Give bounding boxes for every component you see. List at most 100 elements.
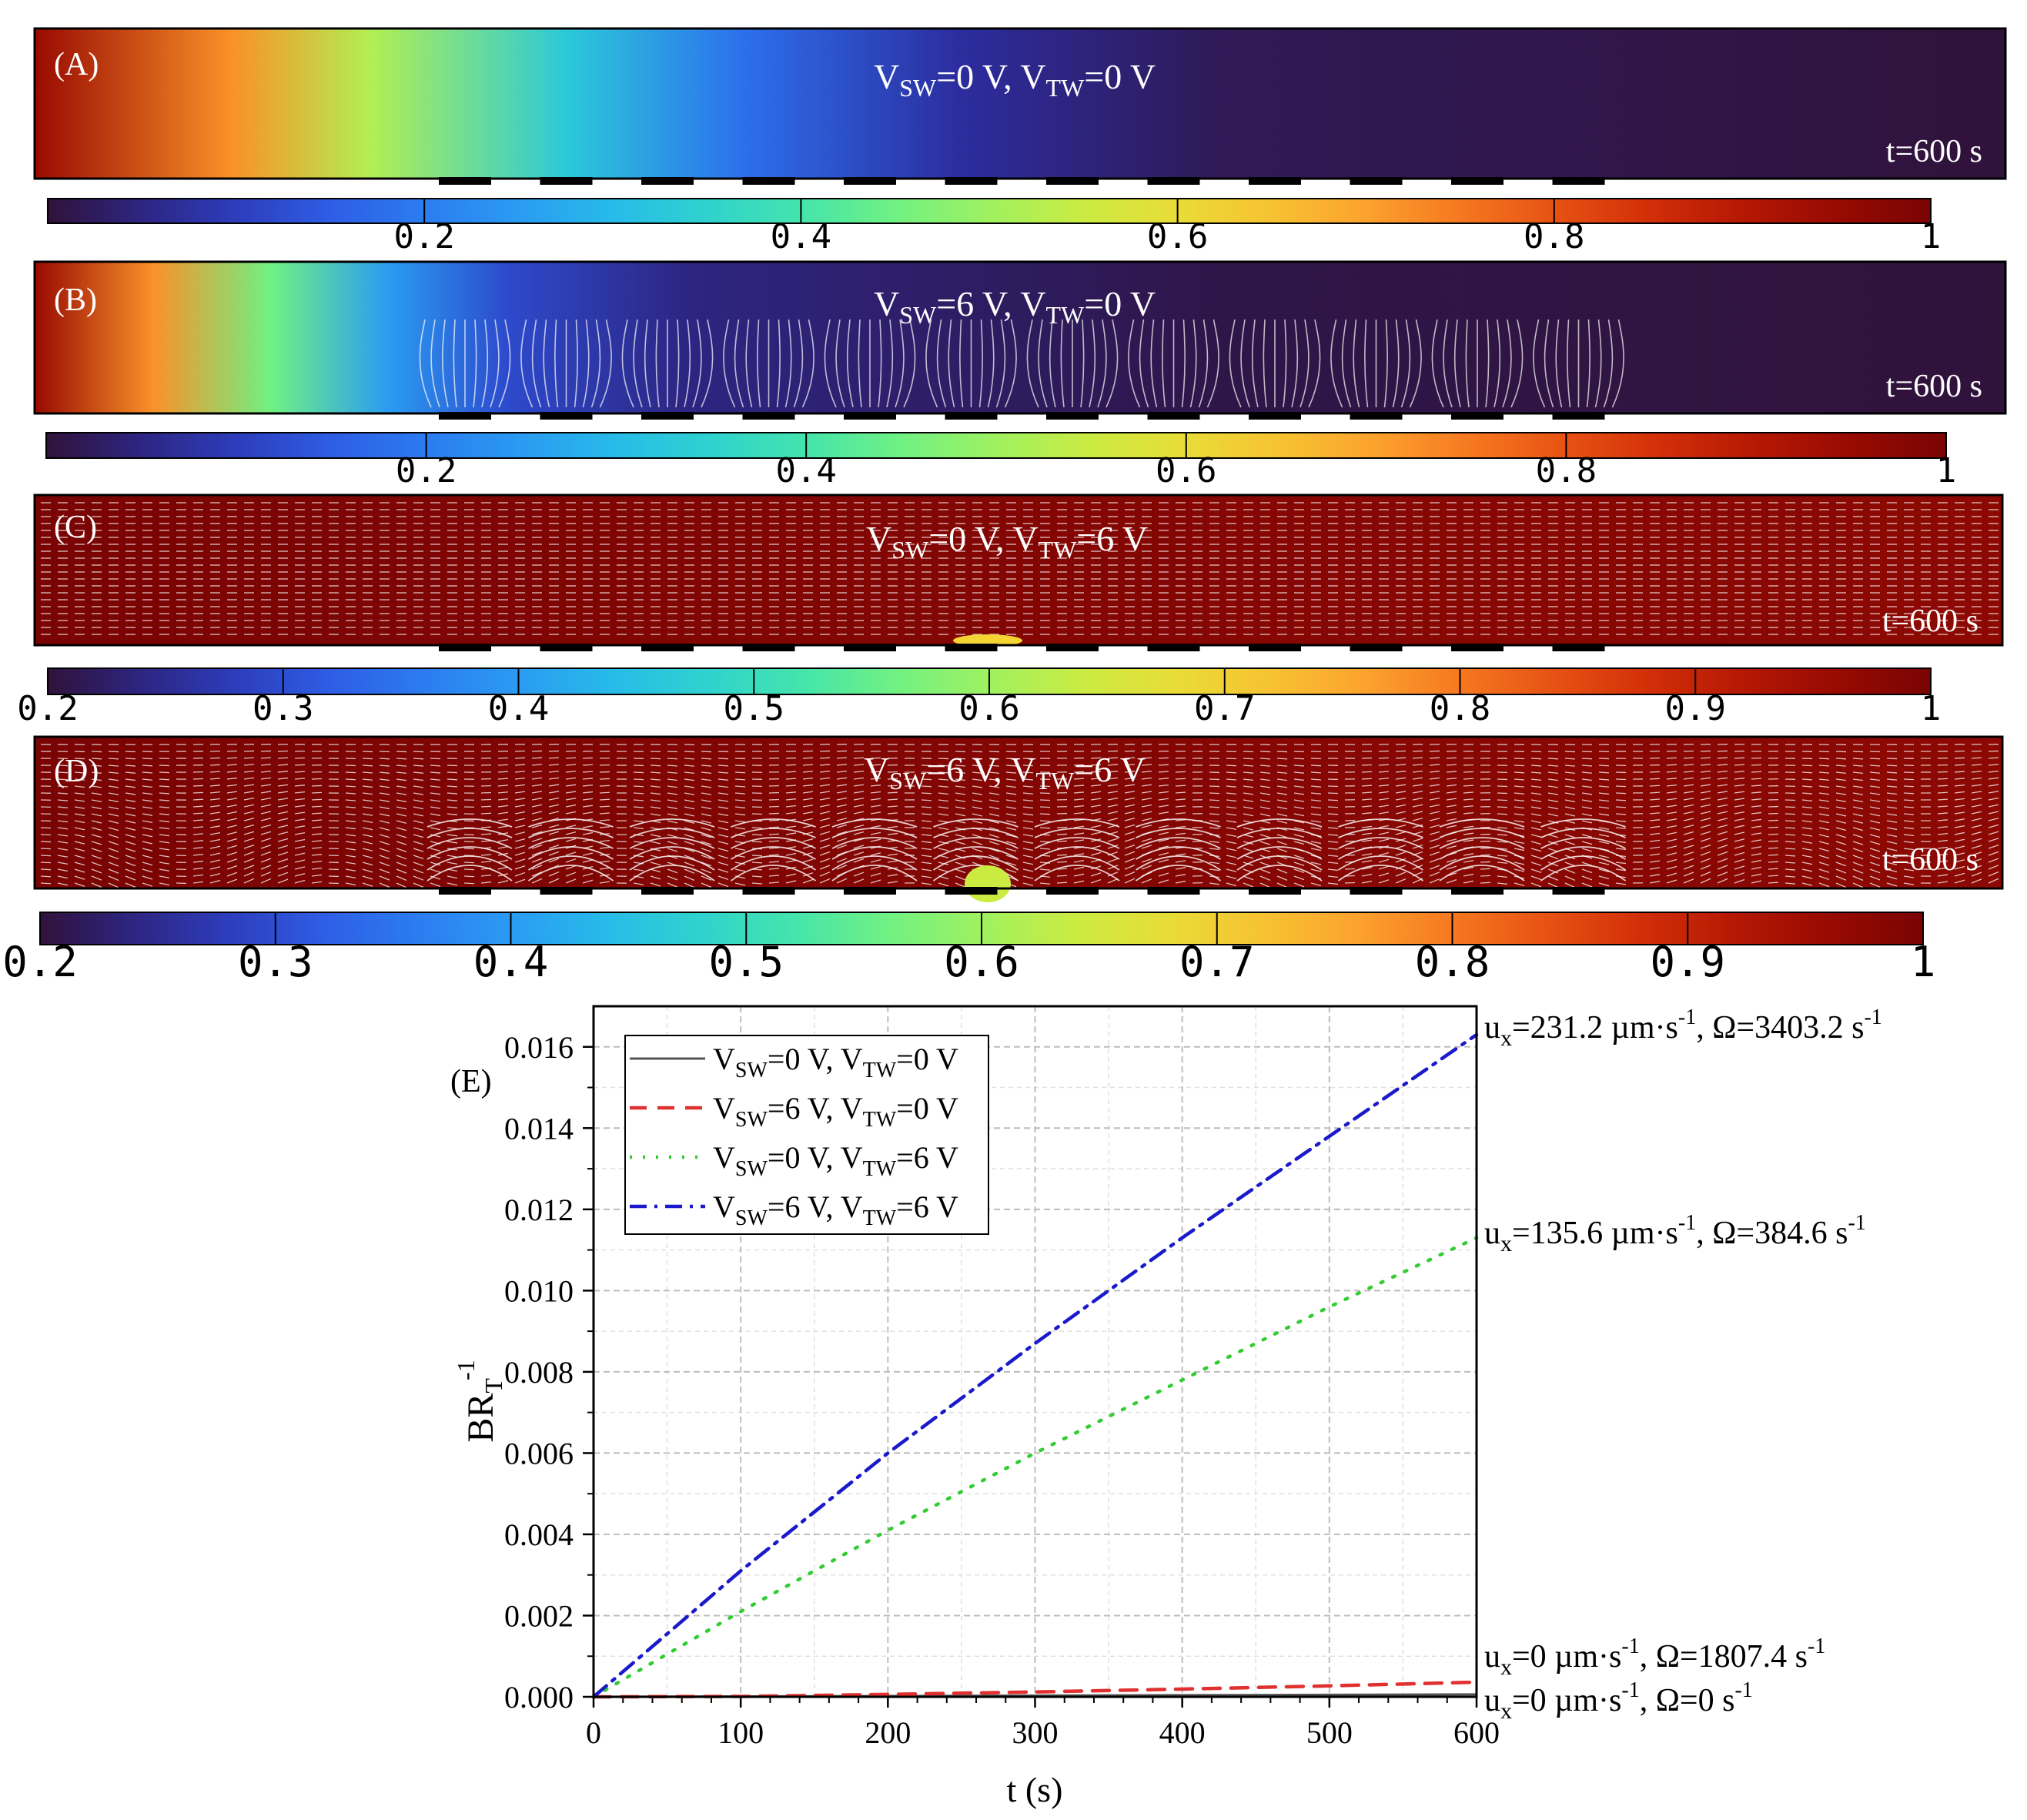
electrode bbox=[1046, 412, 1099, 420]
velocity-arrow bbox=[548, 851, 560, 856]
velocity-arrow bbox=[243, 824, 255, 828]
velocity-arrow bbox=[345, 827, 356, 830]
velocity-arrow bbox=[1429, 818, 1440, 821]
velocity-arrow bbox=[1852, 792, 1864, 795]
velocity-arrow bbox=[1395, 858, 1407, 863]
velocity-arrow bbox=[1429, 764, 1440, 766]
velocity-arrow bbox=[1209, 882, 1220, 885]
velocity-arrow bbox=[1734, 878, 1745, 884]
velocity-arrow bbox=[1869, 820, 1881, 824]
velocity-arrow bbox=[921, 813, 932, 815]
velocity-arrow bbox=[717, 820, 729, 824]
velocity-arrow bbox=[701, 785, 712, 788]
panel-c: (C) VSW=0 V, VTW=6 V t=600 s bbox=[33, 493, 2004, 651]
velocity-arrow bbox=[209, 778, 221, 780]
velocity-arrow bbox=[1988, 784, 1999, 787]
velocity-arrow bbox=[650, 882, 661, 887]
vortex-arrow bbox=[757, 319, 761, 408]
velocity-arrow bbox=[1937, 798, 1948, 801]
vortex-arrow bbox=[684, 319, 691, 408]
velocity-arrow bbox=[1683, 811, 1694, 815]
velocity-arrow bbox=[74, 855, 85, 859]
vortex-arrow bbox=[745, 319, 753, 408]
velocity-arrow bbox=[260, 831, 272, 835]
velocity-arrow bbox=[1988, 858, 1999, 863]
velocity-arrow bbox=[1259, 771, 1271, 775]
velocity-arrow bbox=[1751, 818, 1762, 821]
velocity-arrow bbox=[1581, 771, 1593, 774]
velocity-arrow bbox=[125, 792, 136, 795]
velocity-arrow bbox=[1835, 875, 1847, 881]
velocity-arrow bbox=[1243, 855, 1254, 859]
velocity-arrow bbox=[1683, 825, 1694, 828]
velocity-arrow bbox=[1107, 878, 1119, 884]
velocity-arrow bbox=[74, 882, 85, 888]
velocity-arrow bbox=[565, 831, 577, 835]
velocity-arrow bbox=[1395, 777, 1407, 780]
vortex-arrow bbox=[419, 319, 432, 408]
velocity-arrow bbox=[1361, 798, 1373, 801]
velocity-arrow bbox=[988, 834, 1000, 838]
velocity-arrow bbox=[1259, 764, 1271, 767]
velocity-arrow bbox=[1022, 813, 1034, 816]
velocity-arrow bbox=[1107, 865, 1119, 870]
velocity-arrow bbox=[1751, 852, 1762, 856]
vortex-arrow bbox=[1383, 319, 1388, 408]
velocity-arrow bbox=[1971, 791, 1982, 794]
velocity-arrow bbox=[1886, 799, 1898, 802]
velocity-arrow bbox=[1276, 882, 1288, 888]
velocity-arrow bbox=[480, 812, 492, 815]
velocity-arrow bbox=[447, 882, 458, 886]
velocity-arrow bbox=[531, 845, 543, 849]
velocity-arrow bbox=[1293, 813, 1305, 817]
velocity-arrow bbox=[1852, 778, 1864, 781]
velocity-arrow bbox=[988, 778, 1000, 781]
velocity-arrow bbox=[74, 861, 85, 866]
velocity-arrow bbox=[1158, 784, 1169, 787]
velocity-arrow bbox=[1988, 777, 1999, 780]
velocity-arrow bbox=[734, 785, 746, 788]
velocity-arrow bbox=[413, 792, 424, 795]
velocity-arrow bbox=[294, 811, 306, 815]
panel-b-velocity-arrows bbox=[419, 319, 1624, 408]
velocity-arrow bbox=[1378, 791, 1390, 794]
velocity-arrow bbox=[1293, 875, 1305, 881]
velocity-arrow bbox=[1835, 827, 1847, 831]
velocity-arrow bbox=[362, 792, 373, 795]
velocity-arrow bbox=[226, 878, 238, 884]
velocity-arrow bbox=[1751, 832, 1762, 835]
velocity-arrow bbox=[1429, 851, 1440, 856]
vortex-arrow bbox=[599, 319, 612, 408]
vortex-arrow bbox=[793, 319, 804, 408]
velocity-arrow bbox=[226, 865, 238, 870]
velocity-arrow bbox=[734, 861, 746, 865]
velocity-arrow bbox=[1022, 764, 1034, 767]
velocity-arrow bbox=[972, 820, 983, 824]
velocity-arrow bbox=[1598, 806, 1610, 809]
velocity-arrow bbox=[1327, 813, 1339, 815]
velocity-arrow bbox=[921, 868, 932, 872]
velocity-arrow bbox=[1683, 791, 1694, 794]
velocity-arrow bbox=[396, 785, 407, 788]
velocity-arrow bbox=[497, 811, 509, 815]
velocity-arrow bbox=[1073, 832, 1085, 835]
velocity-arrow bbox=[921, 778, 932, 781]
velocity-arrow bbox=[1581, 785, 1593, 788]
velocity-arrow bbox=[40, 848, 52, 850]
velocity-arrow bbox=[480, 826, 492, 828]
velocity-arrow bbox=[1547, 882, 1559, 888]
velocity-arrow bbox=[1818, 813, 1830, 817]
vortex-arrow bbox=[1586, 319, 1590, 408]
colorbar-tick-label: 0.9 bbox=[1665, 689, 1726, 728]
electrode bbox=[641, 412, 694, 420]
velocity-arrow bbox=[192, 785, 204, 787]
velocity-arrow bbox=[209, 764, 221, 766]
velocity-arrow bbox=[921, 882, 932, 885]
velocity-arrow bbox=[988, 827, 1000, 831]
velocity-arrow bbox=[1869, 848, 1881, 852]
velocity-arrow bbox=[396, 834, 407, 838]
velocity-arrow bbox=[1886, 806, 1898, 809]
velocity-arrow bbox=[667, 813, 678, 817]
velocity-arrow bbox=[1209, 792, 1220, 795]
velocity-arrow bbox=[480, 875, 492, 877]
